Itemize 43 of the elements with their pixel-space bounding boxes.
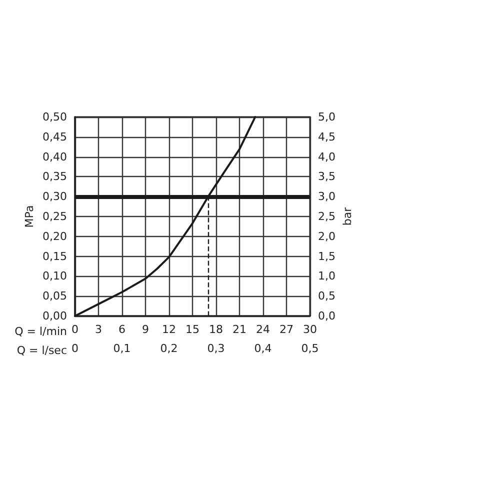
x-tick-label: 6 xyxy=(118,323,126,336)
x-tick-label: 15 xyxy=(186,323,200,336)
x-tick-label: 12 xyxy=(162,323,176,336)
y2-tick-label: 1,0 xyxy=(318,270,336,283)
y-tick-label: 0,10 xyxy=(42,270,67,283)
y-tick-label: 0,30 xyxy=(42,190,67,204)
y-tick-label: 0,40 xyxy=(42,150,67,164)
y-tick-label: 0,35 xyxy=(42,170,67,184)
x-tick-label: 27 xyxy=(280,323,294,336)
y-axis-title: MPa xyxy=(23,205,36,228)
x2-axis-title: Q = l/sec xyxy=(16,344,68,357)
x2-tick-label: 0,1 xyxy=(113,342,131,355)
x-tick-label: 24 xyxy=(256,323,270,336)
y2-tick-label: 3,0 xyxy=(318,190,336,204)
y2-axis-title: bar xyxy=(341,206,354,226)
x-tick-label: 18 xyxy=(209,323,223,336)
x-tick-label: 9 xyxy=(142,323,149,336)
y2-tick-label: 1,5 xyxy=(318,250,336,263)
y-tick-label: 0,50 xyxy=(42,110,67,124)
y-tick-label: 0,15 xyxy=(42,250,67,263)
x-tick-label: 3 xyxy=(95,323,102,336)
y2-tick-label: 5,0 xyxy=(318,110,336,124)
x2-tick-label: 0 xyxy=(72,342,78,355)
y2-tick-label: 2,0 xyxy=(318,230,336,243)
y2-tick-label: 3,5 xyxy=(318,170,336,184)
x-tick-label: 21 xyxy=(232,323,246,336)
y2-tick-label: 0,5 xyxy=(318,290,336,303)
x-tick-label: 30 xyxy=(303,323,317,336)
x-tick-label: 0 xyxy=(72,323,78,336)
x2-tick-label: 0,3 xyxy=(207,342,225,355)
y2-tick-label: 2,5 xyxy=(318,210,336,223)
y-tick-label: 0,25 xyxy=(42,210,67,223)
y2-tick-label: 4,5 xyxy=(318,130,336,144)
y2-tick-label: 4,0 xyxy=(318,150,336,164)
y-tick-label: 0,45 xyxy=(42,130,67,144)
y-tick-label: 0,20 xyxy=(42,230,67,243)
x-axis-title: Q = l/min xyxy=(14,325,68,338)
y-tick-label: 0,00 xyxy=(42,310,67,322)
y-tick-label: 0,05 xyxy=(42,290,67,303)
x2-tick-label: 0,5 xyxy=(301,342,319,355)
x2-tick-label: 0,4 xyxy=(254,342,272,355)
x2-tick-label: 0,2 xyxy=(160,342,178,355)
y2-tick-label: 0,0 xyxy=(318,310,336,322)
